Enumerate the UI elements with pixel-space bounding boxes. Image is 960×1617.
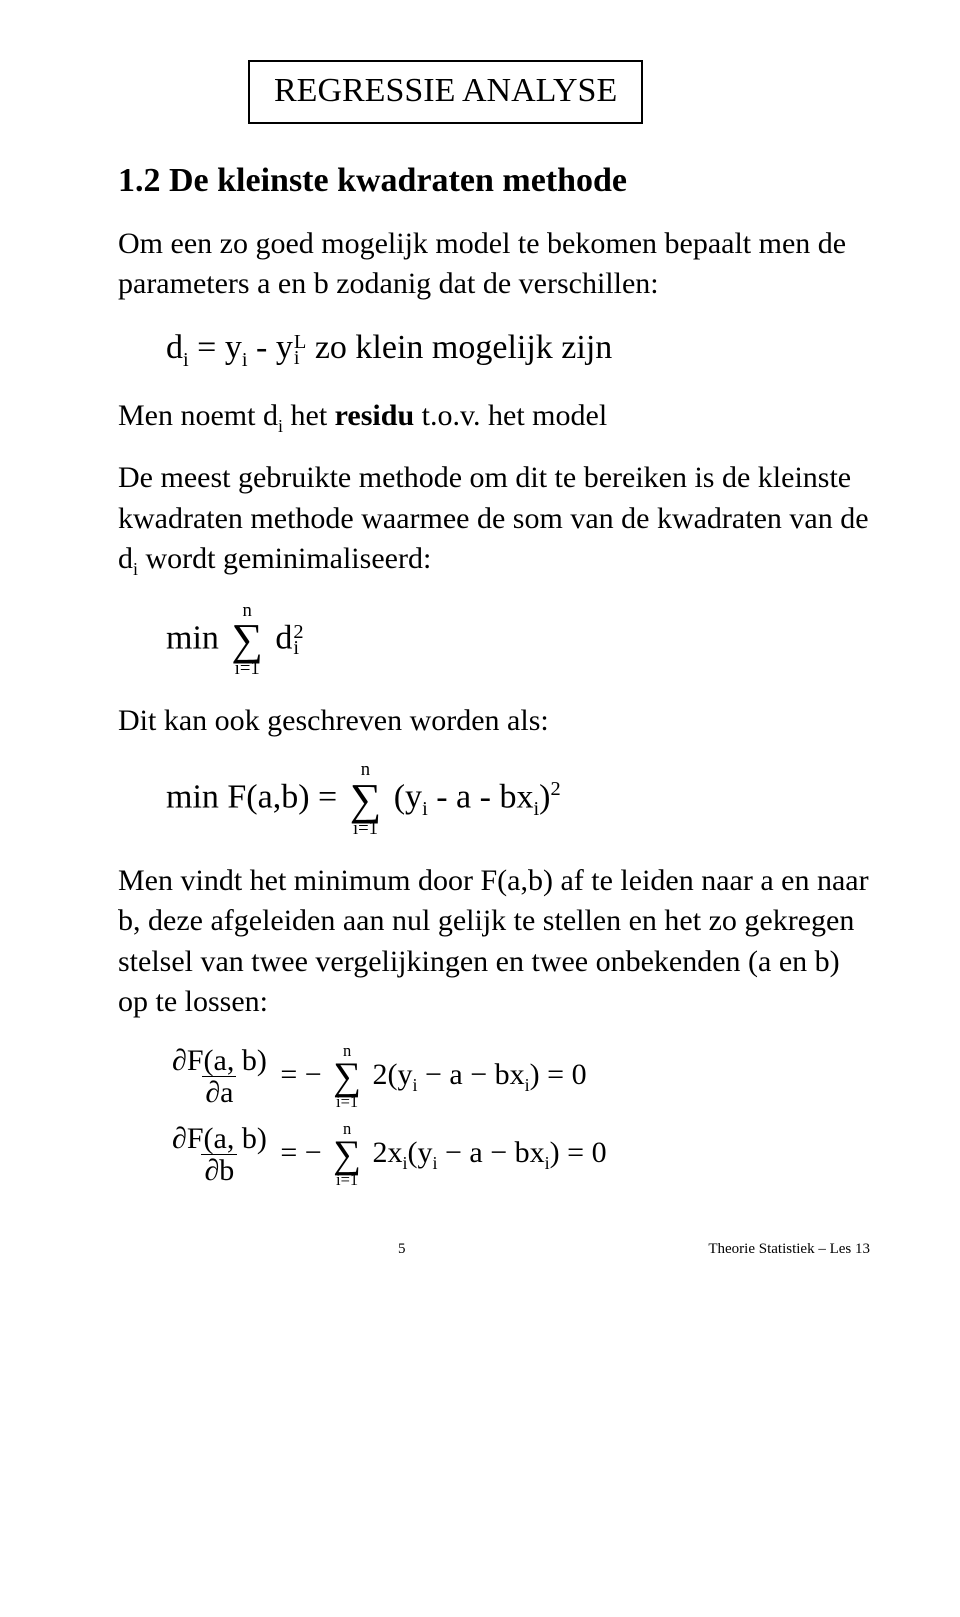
dFa-eq1: = − [280, 1058, 321, 1091]
sigma-sum-3: n ∑ i=1 [333, 1043, 361, 1111]
equation-di: di = yi - yLi zo klein mogelijk zijn [166, 325, 870, 374]
eqF-sup: 2 [550, 778, 560, 800]
dFa-b3: ) = 0 [530, 1058, 587, 1091]
eq-di-lhs: d [166, 329, 183, 366]
eqF-close: ) [539, 779, 550, 816]
eq-min-term-sub: i [293, 640, 303, 656]
sum4-sigma: ∑ [333, 1137, 361, 1172]
sum2-sigma: ∑ [350, 780, 382, 820]
frac-dFa: ∂F(a, b) ∂a [169, 1045, 270, 1109]
sum3-sigma: ∑ [333, 1059, 361, 1094]
dFa-b2: − a − bx [417, 1058, 524, 1091]
eq-di-eq: = [189, 329, 225, 366]
frac-dFa-den: ∂a [202, 1076, 236, 1109]
dFb-b2: (y [407, 1136, 432, 1169]
frac-dFa-num: ∂F(a, b) [169, 1045, 270, 1077]
p2-pre: Men noemt d [118, 399, 278, 432]
frac-dFb-den: ∂b [201, 1154, 237, 1187]
footer-right: Theorie Statistiek – Les 13 [708, 1239, 870, 1259]
eqF-mid: - a - bx [428, 779, 534, 816]
page: REGRESSIE ANALYSE 1.2 De kleinste kwadra… [0, 0, 960, 1299]
equation-min-F: min F(a,b) = n ∑ i=1 (yi - a - bxi)2 [166, 761, 870, 838]
section-heading: 1.2 De kleinste kwadraten methode [118, 158, 870, 204]
dFa-b1: 2(y [372, 1058, 412, 1091]
eq-di-yL-sub: i [294, 350, 306, 366]
sum1-bot: i=1 [235, 660, 260, 679]
paragraph-method: De meest gebruikte methode om dit te ber… [118, 458, 870, 581]
sum1-sigma: ∑ [231, 620, 263, 660]
eq-min-pre: min [166, 619, 227, 656]
page-footer: 5 Theorie Statistiek – Les 13 [118, 1239, 870, 1259]
eq-di-yL: y [276, 329, 293, 366]
eq-di-y: y [225, 329, 242, 366]
paragraph-also: Dit kan ook geschreven worden als: [118, 701, 870, 742]
sum4-bot: i=1 [336, 1172, 358, 1189]
footer-page-number: 5 [398, 1239, 406, 1259]
eqF-pre: min F(a,b) = [166, 779, 346, 816]
paragraph-minimum: Men vindt het minimum door F(a,b) af te … [118, 861, 870, 1023]
sigma-sum-4: n ∑ i=1 [333, 1121, 361, 1189]
eq-min-term-stack: 2i [293, 624, 303, 657]
equation-dF-da: ∂F(a, b) ∂a = − n ∑ i=1 2(yi − a − bxi) … [166, 1043, 870, 1111]
frac-dFb: ∂F(a, b) ∂b [169, 1123, 270, 1187]
p2-mid: het [283, 399, 335, 432]
dFb-b3: − a − bx [438, 1136, 545, 1169]
dFb-b4: ) = 0 [550, 1136, 607, 1169]
title-box: REGRESSIE ANALYSE [248, 60, 643, 124]
sigma-sum-2: n ∑ i=1 [350, 761, 382, 838]
title-text: REGRESSIE ANALYSE [274, 72, 617, 109]
eq-di-yL-stack: Li [294, 334, 306, 367]
dFb-b1: 2x [372, 1136, 402, 1169]
eqF-open: (y [394, 779, 422, 816]
equation-min-sum: min n ∑ i=1 d2i [166, 602, 870, 679]
paragraph-residu: Men noemt di het residu t.o.v. het model [118, 396, 870, 438]
sigma-sum-1: n ∑ i=1 [231, 602, 263, 679]
eq-di-minus: - [248, 329, 276, 366]
sum2-bot: i=1 [353, 820, 378, 839]
frac-dFb-num: ∂F(a, b) [169, 1123, 270, 1155]
p2-bold: residu [335, 399, 414, 432]
dFb-eq1: = − [280, 1136, 321, 1169]
equation-dF-db: ∂F(a, b) ∂b = − n ∑ i=1 2xi(yi − a − bxi… [166, 1121, 870, 1189]
sum3-bot: i=1 [336, 1094, 358, 1111]
eq-di-tail: zo klein mogelijk zijn [306, 329, 612, 366]
p2-post: t.o.v. het model [414, 399, 607, 432]
paragraph-intro: Om een zo goed mogelijk model te bekomen… [118, 224, 870, 305]
p3-b: wordt geminimaliseerd: [138, 542, 431, 575]
eq-min-term: d [275, 619, 292, 656]
